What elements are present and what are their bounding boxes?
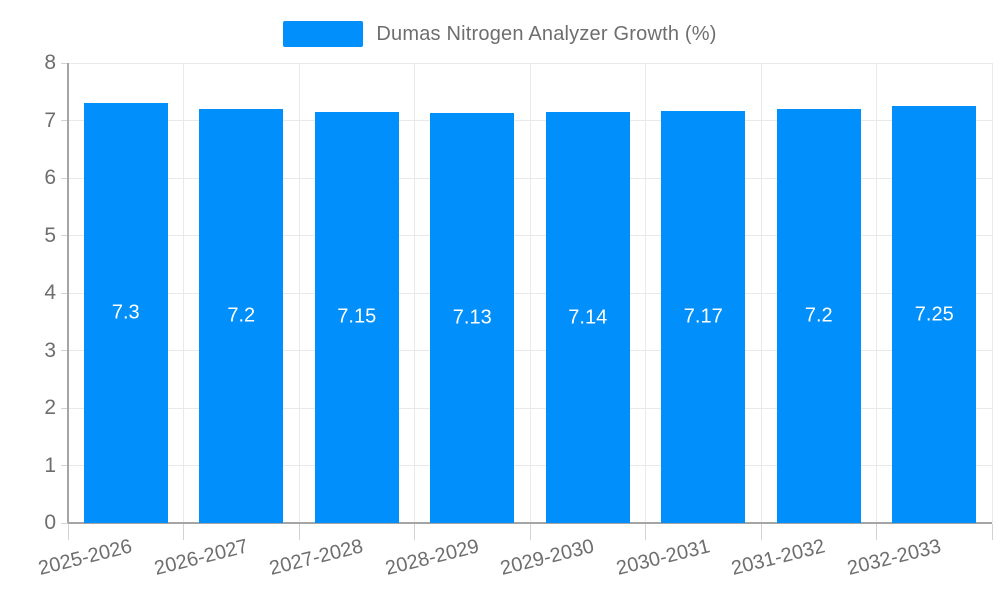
bar[interactable] [199, 109, 284, 523]
bar[interactable] [892, 106, 977, 523]
x-axis-category-label: 2029-2030 [498, 535, 597, 580]
x-gridline [991, 63, 993, 523]
bar[interactable] [430, 113, 515, 523]
legend-swatch [283, 21, 364, 47]
bar-value-label: 7.14 [568, 306, 608, 329]
y-axis-line [67, 63, 69, 523]
x-axis-tick [760, 524, 762, 540]
bar[interactable] [314, 111, 399, 523]
y-axis-tick-label: 2 [44, 396, 56, 419]
y-axis-tick [61, 120, 68, 121]
legend-series-label: Dumas Nitrogen Analyzer Growth (%) [376, 22, 717, 45]
y-axis-tick-label: 8 [44, 51, 56, 74]
y-axis-tick [61, 522, 68, 524]
y-axis-tick [61, 407, 68, 409]
bar-value-label: 7.2 [227, 304, 256, 327]
x-axis-category-label: 2027-2028 [267, 535, 366, 580]
y-axis-tick [61, 177, 68, 179]
x-gridline [645, 63, 646, 523]
x-axis-tick [645, 524, 646, 540]
x-axis-tick [183, 524, 184, 540]
x-gridline [529, 63, 531, 523]
x-axis-tick [414, 524, 415, 540]
bar-value-label: 7.15 [337, 305, 377, 328]
x-axis-tick [67, 524, 69, 540]
bar-value-label: 7.17 [683, 305, 723, 328]
x-gridline [298, 63, 300, 523]
x-axis-category-label: 2032-2033 [844, 535, 943, 580]
y-axis-tick-label: 6 [44, 166, 56, 189]
y-axis-tick [61, 62, 68, 64]
y-axis-tick [61, 235, 68, 236]
y-axis-tick [61, 292, 68, 294]
bar-value-label: 7.13 [452, 306, 492, 329]
x-axis-category-label: 2028-2029 [382, 535, 481, 580]
x-axis-tick [298, 524, 300, 540]
chart-legend: Dumas Nitrogen Analyzer Growth (%) [0, 20, 1000, 48]
bar-value-label: 7.3 [111, 301, 140, 324]
x-gridline [414, 63, 415, 523]
bar-value-label: 7.25 [914, 303, 954, 326]
y-axis-tick [61, 465, 68, 466]
y-axis-tick-label: 0 [44, 511, 56, 534]
y-axis-tick [61, 350, 68, 351]
bar[interactable] [83, 103, 168, 523]
x-axis-category-label: 2026-2027 [151, 535, 250, 580]
y-axis-tick-label: 3 [44, 338, 56, 362]
x-gridline [183, 63, 184, 523]
x-axis-category-label: 2025-2026 [36, 535, 135, 580]
x-axis-line [68, 522, 992, 524]
x-gridline [876, 63, 877, 523]
bar[interactable] [776, 109, 861, 523]
legend-item[interactable]: Dumas Nitrogen Analyzer Growth (%) [283, 21, 716, 47]
bar-value-label: 7.2 [804, 304, 833, 327]
y-axis-tick-label: 4 [44, 281, 56, 304]
y-axis-tick-label: 5 [44, 223, 56, 247]
x-axis-category-label: 2031-2032 [729, 535, 828, 580]
x-axis-tick [991, 524, 993, 540]
y-axis-tick-label: 1 [44, 453, 56, 477]
x-axis-category-label: 2030-2031 [613, 535, 712, 580]
x-axis-tick [529, 524, 531, 540]
x-gridline [760, 63, 762, 523]
bar[interactable] [661, 110, 746, 523]
y-axis-tick-label: 7 [44, 108, 56, 132]
x-axis-tick [876, 524, 877, 540]
bar[interactable] [545, 112, 630, 523]
